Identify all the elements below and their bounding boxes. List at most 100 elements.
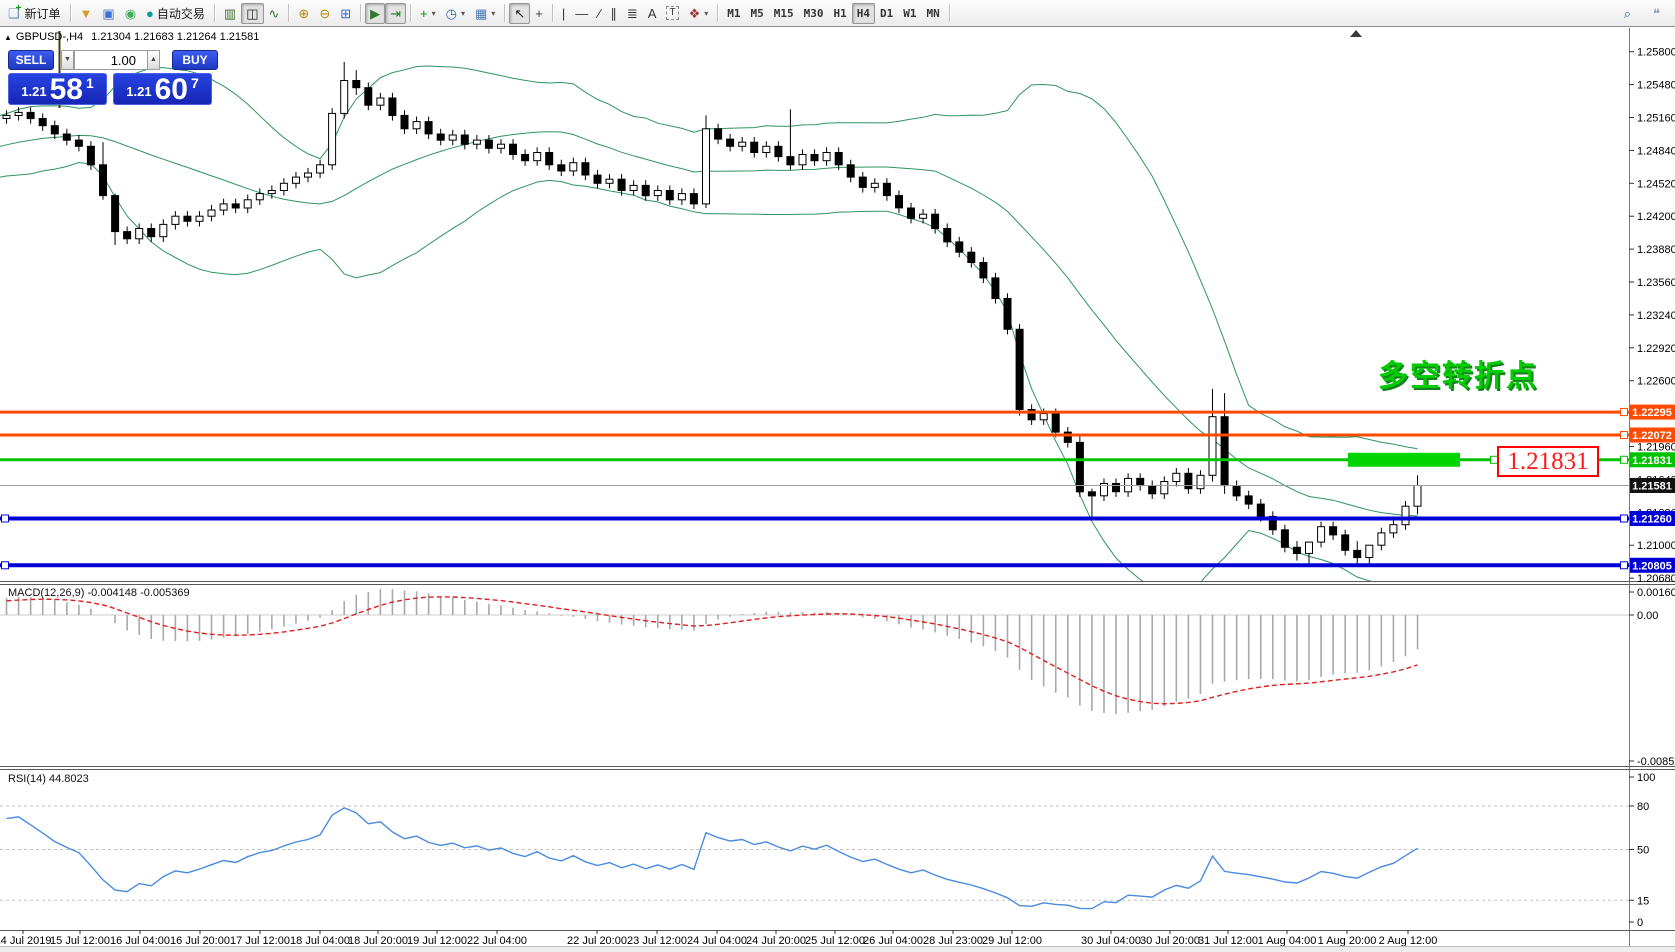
bull-bear-turning-point-annotation[interactable]: 多空转折点: [1378, 360, 1538, 393]
collapse-triangle-icon[interactable]: ▲: [4, 33, 12, 42]
line-anchor-handle[interactable]: [1, 561, 9, 570]
price-tick-label: 1.25480: [1637, 80, 1675, 92]
candle-body: [605, 178, 614, 184]
volume-input[interactable]: [74, 50, 149, 70]
candle-body: [497, 143, 505, 149]
candle-body: [882, 182, 891, 197]
equidistant-channel-button[interactable]: ∥: [605, 3, 622, 24]
zoom-out-button[interactable]: ⊖: [314, 3, 335, 24]
candle-body: [1377, 532, 1386, 546]
time-tick-label: 30 Jul 04:00: [1081, 935, 1141, 947]
vertical-line-button[interactable]: |: [557, 3, 570, 24]
candle-body: [26, 111, 35, 120]
candle-body: [1317, 526, 1326, 543]
price-level-note[interactable]: 1.21831: [1497, 446, 1599, 477]
macd-axis-label: 0.00: [1637, 610, 1658, 622]
line-anchor-handle[interactable]: [1620, 561, 1628, 570]
fibonacci-button[interactable]: ≣: [622, 3, 643, 24]
candle-body: [810, 154, 819, 162]
candle-body: [1401, 505, 1410, 526]
line-anchor-handle[interactable]: [1620, 408, 1628, 417]
bar-chart-button[interactable]: ▥: [219, 3, 241, 24]
candlestick-chart-button[interactable]: ◫: [241, 2, 264, 24]
candle-body: [340, 80, 349, 114]
line-chart-button[interactable]: ∿: [264, 3, 285, 24]
auto-scroll-button[interactable]: ▶: [365, 2, 386, 24]
candle-body: [412, 121, 421, 130]
rsi-indicator-label: RSI(14) 44.8023: [8, 773, 89, 785]
tf-h1-button[interactable]: H1: [828, 3, 851, 24]
candle-body: [484, 139, 493, 149]
tf-d1-button[interactable]: D1: [875, 3, 898, 24]
candle-body: [171, 215, 180, 225]
tf-m15-button[interactable]: M15: [769, 3, 799, 24]
tf-w1-button[interactable]: W1: [898, 3, 921, 24]
toolbar-separator: [410, 4, 412, 22]
macd-pane[interactable]: [0, 589, 1629, 715]
text-label-button[interactable]: T: [661, 3, 683, 24]
candle-body: [955, 241, 964, 253]
period-selector-button[interactable]: ◷ ▾: [441, 3, 470, 24]
highlighted-line-segment[interactable]: [1348, 452, 1460, 467]
hline-icon: —: [575, 5, 589, 21]
toolbar-separator: [717, 4, 719, 22]
indicators-button[interactable]: + ▾: [415, 3, 441, 24]
charts-profile-button[interactable]: ▣: [97, 3, 119, 24]
autotrading-button[interactable]: ● 自动交易: [141, 3, 210, 24]
candle-body: [1148, 485, 1157, 495]
cursor-button[interactable]: ↖: [509, 2, 531, 24]
candle-body: [1039, 413, 1048, 421]
price-label-text: 1.22295: [1632, 407, 1672, 419]
chat-button[interactable]: ❝: [1648, 3, 1665, 24]
tf-m30-button[interactable]: M30: [799, 3, 829, 24]
time-tick-label: 16 Jul 04:00: [110, 935, 170, 947]
tf-mn-button[interactable]: MN: [921, 3, 944, 24]
line-anchor-handle[interactable]: [1620, 514, 1628, 523]
trendline-button[interactable]: ∕: [593, 3, 605, 24]
tf-h4-button[interactable]: H4: [851, 2, 875, 24]
main-pane[interactable]: [0, 30, 1629, 591]
arrows-button[interactable]: ❖ ▾: [684, 3, 714, 24]
line-anchor-handle[interactable]: [1, 514, 9, 523]
toolbar-separator: [69, 4, 71, 22]
line-anchor-handle[interactable]: [1620, 455, 1628, 464]
tf-m5-button[interactable]: M5: [745, 3, 768, 24]
candle-body: [472, 139, 481, 145]
zoom-in-button[interactable]: ⊕: [293, 3, 314, 24]
connection-button[interactable]: ◉: [120, 3, 141, 24]
rsi-pane[interactable]: [0, 805, 1629, 910]
candle-body: [147, 228, 156, 238]
new-order-button[interactable]: ❏ + 新订单: [3, 3, 66, 24]
candle-body: [14, 111, 23, 117]
caret-down-icon: ▼: [64, 56, 71, 63]
buy-button[interactable]: BUY: [172, 50, 218, 70]
volume-decrease-button[interactable]: ▼: [61, 50, 74, 70]
line-anchor-handle[interactable]: [1620, 431, 1628, 440]
tf-m1-button[interactable]: M1: [722, 3, 745, 24]
tile-windows-button[interactable]: ⊞: [335, 3, 356, 24]
text-button[interactable]: A: [643, 3, 662, 24]
chart-shift-marker-icon[interactable]: [1350, 30, 1362, 37]
candle-body: [352, 80, 361, 89]
candle-body: [786, 156, 795, 166]
candle-body: [1160, 481, 1169, 495]
crosshair-button[interactable]: +: [530, 3, 548, 24]
bollinger-middle-band: [0, 131, 1418, 517]
price-tick-label: 1.24840: [1637, 145, 1675, 157]
styler-button[interactable]: ▼: [75, 3, 98, 24]
sell-button[interactable]: SELL: [8, 50, 54, 70]
chart-shift-button[interactable]: ⇥: [385, 2, 407, 24]
horizontal-line-button[interactable]: —: [570, 3, 593, 24]
candle-body: [1087, 491, 1096, 497]
sell-price-display[interactable]: 1.21 58 1: [8, 73, 107, 105]
templates-button[interactable]: ▦ ▾: [470, 3, 500, 24]
volume-increase-button[interactable]: ▲: [147, 50, 160, 70]
search-button[interactable]: ⌕: [1619, 3, 1636, 24]
candle-body: [702, 128, 710, 205]
arrows-icon: ❖: [688, 5, 701, 21]
candle-body: [919, 213, 928, 219]
price-axis[interactable]: 1.25800 1.25480 1.25160 1.24840 1.24520 1.242…: [1629, 47, 1675, 585]
buy-price-display[interactable]: 1.21 60 7: [113, 73, 212, 105]
